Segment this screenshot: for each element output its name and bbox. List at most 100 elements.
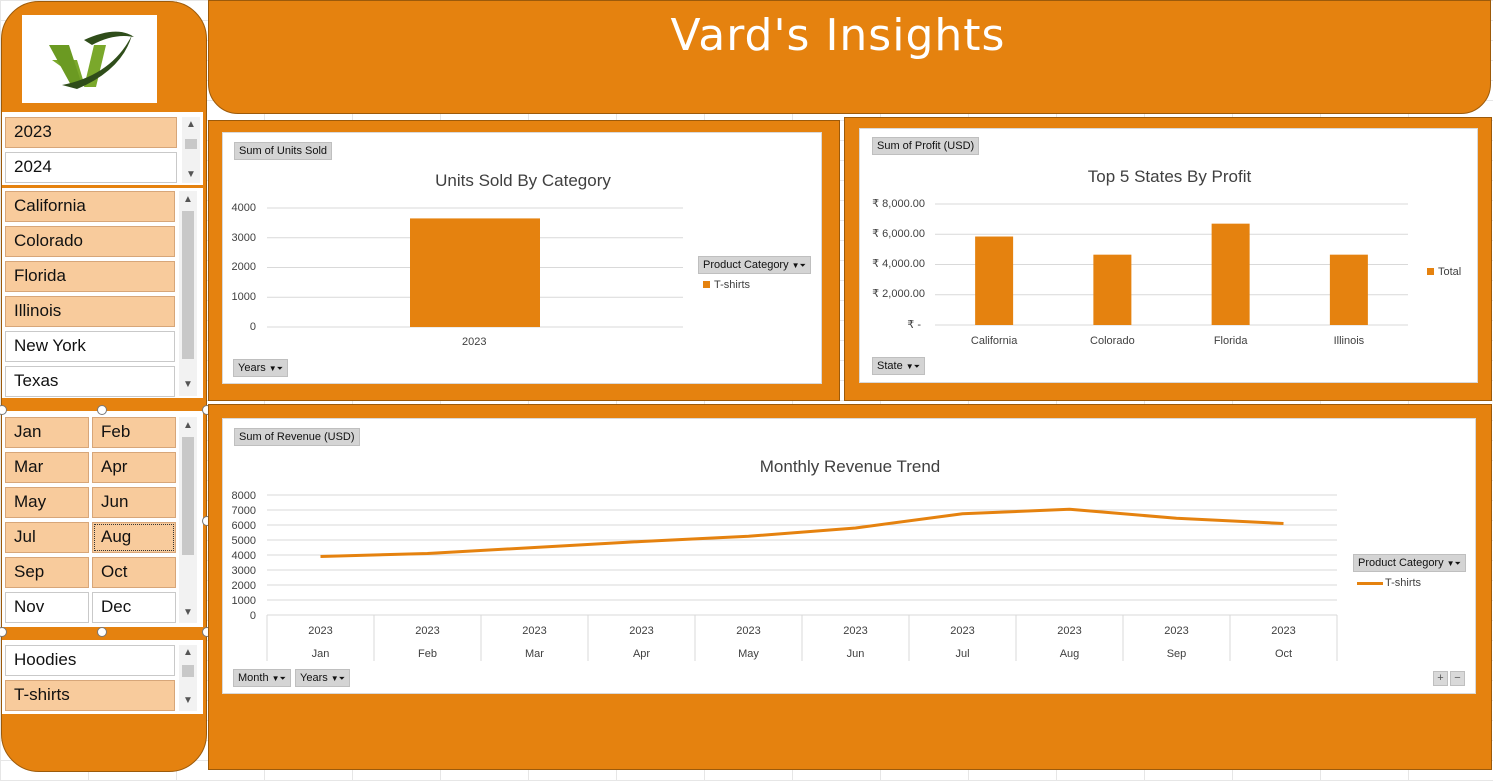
slicer-item-aug[interactable]: Aug bbox=[92, 522, 176, 553]
slicer-item-dec[interactable]: Dec bbox=[92, 592, 176, 623]
revenue-line-t-shirts bbox=[320, 507, 1284, 558]
slicer-item-california[interactable]: California bbox=[5, 191, 175, 222]
profit-chart-title: Top 5 States By Profit bbox=[1087, 167, 1252, 186]
scroll-up-icon[interactable]: ▲ bbox=[186, 119, 196, 130]
units-legend-field-button[interactable]: Product Category ▼⏷ bbox=[698, 256, 811, 274]
slicer-item-jan[interactable]: Jan bbox=[5, 417, 89, 448]
profit-legend-item: Total bbox=[1427, 266, 1461, 278]
collapse-field-button[interactable]: − bbox=[1450, 671, 1465, 686]
slicer-item-jun[interactable]: Jun bbox=[92, 487, 176, 518]
bar-2023 bbox=[410, 218, 540, 327]
scroll-down-icon[interactable]: ▼ bbox=[183, 607, 193, 618]
revenue-x-year-tick: 2023 bbox=[950, 625, 974, 637]
years-slicer: 2023 2024 ▲ ▼ bbox=[2, 112, 203, 185]
years-scrollbar[interactable]: ▲ ▼ bbox=[182, 117, 200, 183]
revenue-y-tick: 4000 bbox=[232, 550, 256, 562]
profit-axis-field-button[interactable]: State ▼⏷ bbox=[872, 357, 926, 375]
slicer-item-hoodies[interactable]: Hoodies bbox=[5, 645, 175, 676]
filter-dropdown-icon[interactable]: ▼⏷ bbox=[271, 674, 286, 683]
filter-dropdown-icon[interactable]: ▼⏷ bbox=[1446, 559, 1461, 568]
units-y-tick: 4000 bbox=[231, 202, 256, 214]
profit-plot: California Colorado Florida Illinois bbox=[935, 203, 1408, 347]
bar-california bbox=[975, 236, 1014, 325]
scroll-thumb[interactable] bbox=[182, 211, 194, 359]
units-axis-field-label: Years bbox=[238, 362, 266, 374]
revenue-y-tick: 3000 bbox=[232, 565, 256, 577]
slicer-item-jul[interactable]: Jul bbox=[5, 522, 89, 553]
revenue-y-tick: 2000 bbox=[232, 580, 256, 592]
profit-value-field-button[interactable]: Sum of Profit (USD) bbox=[872, 137, 980, 155]
slicer-item-mar[interactable]: Mar bbox=[5, 452, 89, 483]
revenue-legend-field-label: Product Category bbox=[1358, 557, 1444, 569]
filter-dropdown-icon[interactable]: ▼⏷ bbox=[905, 362, 921, 371]
revenue-x-month-tick: May bbox=[738, 648, 759, 660]
scroll-up-icon[interactable]: ▲ bbox=[183, 420, 193, 431]
units-plot bbox=[267, 207, 683, 328]
scroll-down-icon[interactable]: ▼ bbox=[183, 379, 193, 390]
filter-dropdown-icon[interactable]: ▼⏷ bbox=[268, 364, 284, 373]
revenue-x-year-tick: 2023 bbox=[629, 625, 653, 637]
bar-illinois bbox=[1329, 254, 1368, 325]
profit-legend-label: Total bbox=[1438, 266, 1462, 278]
filter-dropdown-icon[interactable]: ▼⏷ bbox=[791, 261, 806, 270]
profit-y-tick: ₹ - bbox=[907, 319, 921, 331]
scroll-thumb[interactable] bbox=[185, 139, 197, 149]
units-y-tick: 1000 bbox=[231, 291, 256, 303]
revenue-value-field-button[interactable]: Sum of Revenue (USD) bbox=[234, 428, 360, 446]
scroll-up-icon[interactable]: ▲ bbox=[183, 647, 193, 658]
revenue-month-field-button[interactable]: Month ▼⏷ bbox=[233, 669, 291, 687]
slicer-item-feb[interactable]: Feb bbox=[92, 417, 176, 448]
scroll-thumb[interactable] bbox=[182, 437, 194, 555]
revenue-legend-field-button[interactable]: Product Category ▼⏷ bbox=[1353, 554, 1466, 572]
slicer-item-colorado[interactable]: Colorado bbox=[5, 226, 175, 257]
slicer-item-may[interactable]: May bbox=[5, 487, 89, 518]
slicer-item-florida[interactable]: Florida bbox=[5, 261, 175, 292]
scroll-down-icon[interactable]: ▼ bbox=[183, 695, 193, 706]
revenue-x-year-tick: 2023 bbox=[1057, 625, 1081, 637]
units-y-tick: 2000 bbox=[231, 261, 256, 273]
profit-chart[interactable]: Sum of Profit (USD) Top 5 States By Prof… bbox=[859, 128, 1478, 383]
revenue-x-year-tick: 2023 bbox=[843, 625, 867, 637]
filter-dropdown-icon[interactable]: ▼⏷ bbox=[330, 674, 346, 683]
scroll-down-icon[interactable]: ▼ bbox=[186, 169, 196, 180]
revenue-y-tick: 6000 bbox=[232, 520, 256, 532]
slicer-item-apr[interactable]: Apr bbox=[92, 452, 176, 483]
slicer-item-2024[interactable]: 2024 bbox=[5, 152, 177, 183]
slicer-item-new-york[interactable]: New York bbox=[5, 331, 175, 362]
slicer-item-2023[interactable]: 2023 bbox=[5, 117, 177, 148]
revenue-years-field-button[interactable]: Years ▼⏷ bbox=[295, 669, 351, 687]
month-slicer: Jan Feb Mar Apr May Jun Jul Aug Sep Oct … bbox=[2, 411, 203, 627]
expand-field-button[interactable]: + bbox=[1433, 671, 1448, 686]
units-y-tick: 3000 bbox=[231, 232, 256, 244]
revenue-month-field-label: Month bbox=[238, 672, 269, 684]
legend-swatch bbox=[703, 281, 710, 288]
month-scrollbar[interactable]: ▲ ▼ bbox=[179, 417, 197, 623]
revenue-legend-label: T-shirts bbox=[1385, 577, 1422, 589]
resize-handle[interactable] bbox=[97, 627, 107, 637]
slicer-item-illinois[interactable]: Illinois bbox=[5, 296, 175, 327]
scroll-up-icon[interactable]: ▲ bbox=[183, 194, 193, 205]
resize-handle[interactable] bbox=[97, 405, 107, 415]
scroll-thumb[interactable] bbox=[182, 665, 194, 677]
legend-line-swatch bbox=[1357, 581, 1383, 585]
slicer-item-nov[interactable]: Nov bbox=[5, 592, 89, 623]
revenue-chart[interactable]: Sum of Revenue (USD) Monthly Revenue Tre… bbox=[222, 418, 1476, 694]
units-chart[interactable]: Sum of Units Sold Units Sold By Category… bbox=[222, 132, 822, 384]
revenue-x-month-tick: Feb bbox=[418, 648, 437, 660]
units-value-field-button[interactable]: Sum of Units Sold bbox=[234, 142, 333, 160]
slicer-item-oct[interactable]: Oct bbox=[92, 557, 176, 588]
slicer-item-t-shirts[interactable]: T-shirts bbox=[5, 680, 175, 711]
revenue-x-year-tick: 2023 bbox=[415, 625, 439, 637]
profit-axis-field-label: State bbox=[877, 360, 903, 372]
category-slicer: Hoodies T-shirts ▲ ▼ bbox=[2, 640, 203, 714]
resize-handle[interactable] bbox=[0, 405, 7, 415]
units-axis-field-button[interactable]: Years ▼⏷ bbox=[233, 359, 289, 377]
slicer-item-sep[interactable]: Sep bbox=[5, 557, 89, 588]
resize-handle[interactable] bbox=[0, 627, 7, 637]
legend-swatch bbox=[1427, 268, 1434, 275]
units-legend-field-label: Product Category bbox=[703, 259, 789, 271]
category-scrollbar[interactable]: ▲ ▼ bbox=[179, 645, 197, 711]
state-scrollbar[interactable]: ▲ ▼ bbox=[179, 191, 197, 396]
slicer-item-texas[interactable]: Texas bbox=[5, 366, 175, 397]
state-slicer: California Colorado Florida Illinois New… bbox=[2, 188, 203, 398]
